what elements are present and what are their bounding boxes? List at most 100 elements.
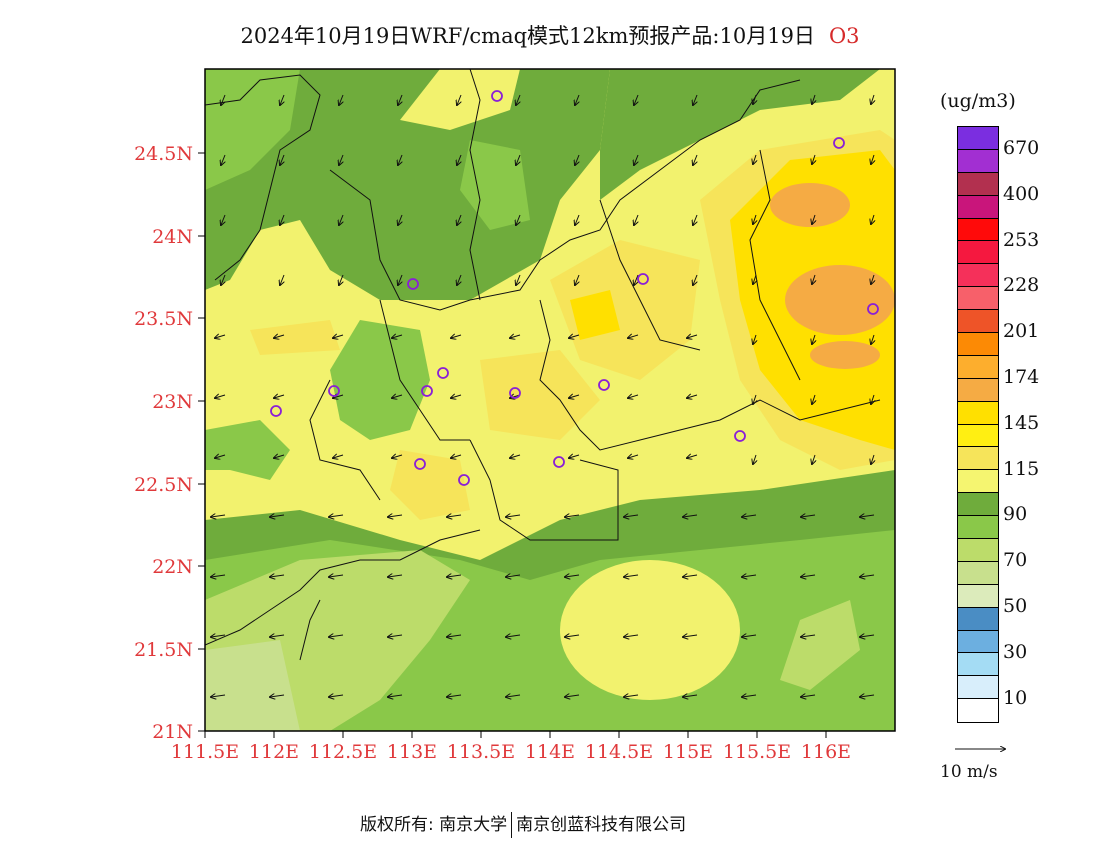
wind-arrow <box>812 274 815 284</box>
wind-arrow <box>451 395 462 398</box>
wind-arrow <box>812 214 815 224</box>
wind-arrow <box>624 515 639 517</box>
color-legend <box>957 126 999 724</box>
legend-label: 253 <box>1003 228 1040 251</box>
legend-swatch <box>958 470 998 494</box>
wind-arrow <box>333 455 344 458</box>
wind-arrow <box>451 335 462 338</box>
station-marker <box>421 385 433 397</box>
lon-label-115.5E: 115.5E <box>723 741 791 763</box>
legend-swatch <box>958 516 998 540</box>
wind-arrow <box>274 455 285 458</box>
wind-arrow <box>280 154 284 165</box>
legend-swatch <box>958 584 998 608</box>
legend-label: 174 <box>1003 365 1040 388</box>
wind-arrow <box>753 214 756 224</box>
wind-arrow <box>329 575 344 577</box>
legend-swatch <box>958 127 998 150</box>
species-label: O3 <box>828 24 860 48</box>
wind-arrow <box>628 335 639 338</box>
wind-arrow <box>506 635 521 637</box>
wind-arrow <box>801 575 816 577</box>
legend-label: 670 <box>1003 136 1040 159</box>
legend-swatch <box>958 355 998 379</box>
wind-arrow <box>634 214 638 225</box>
station-marker <box>509 387 521 399</box>
station-marker <box>437 367 449 379</box>
wind-arrow <box>447 575 462 577</box>
legend-label: 30 <box>1003 640 1028 663</box>
wind-arrow <box>506 695 521 697</box>
wind-arrow <box>333 395 344 398</box>
legend-swatch <box>958 241 998 265</box>
wind-arrow <box>339 274 343 285</box>
legend-swatch <box>958 424 998 448</box>
wind-arrow <box>753 394 756 404</box>
wind-arrow <box>398 154 402 165</box>
wind-arrow <box>516 154 520 165</box>
wind-arrow <box>628 395 639 398</box>
wind-arrow <box>871 94 874 104</box>
wind-arrow <box>687 395 698 398</box>
legend-swatch <box>958 653 998 677</box>
title-text: 2024年10月19日WRF/cmaq模式12km预报产品:10月19日 <box>240 24 815 48</box>
wind-arrow <box>339 154 343 165</box>
wind-arrow <box>628 455 639 458</box>
wind-arrow <box>634 274 638 285</box>
legend-label: 90 <box>1003 503 1028 526</box>
wind-arrow <box>211 635 226 637</box>
wind-arrow <box>221 214 225 225</box>
wind-arrow <box>270 635 285 637</box>
wind-arrow <box>457 154 461 165</box>
station-marker <box>833 137 845 149</box>
lat-label-21.5N: 21.5N <box>134 639 193 661</box>
wind-arrow <box>575 214 579 225</box>
wind-arrow <box>333 335 344 338</box>
wind-arrow <box>506 575 521 577</box>
wind-arrow <box>871 154 874 164</box>
wind-arrow <box>624 695 639 697</box>
wind-arrow <box>812 154 815 164</box>
wind-arrow <box>683 635 698 637</box>
wind-arrow <box>742 575 757 577</box>
wind-arrow <box>742 635 757 637</box>
legend-swatch <box>958 561 998 585</box>
wind-arrow <box>753 154 756 164</box>
company-text: 南京创蓝科技有限公司 <box>516 815 687 835</box>
wind-arrow <box>812 334 815 344</box>
wind-arrow <box>683 575 698 577</box>
wind-arrow <box>693 94 697 105</box>
wind-arrow <box>683 695 698 697</box>
legend-swatch <box>958 676 998 700</box>
legend-swatch <box>958 401 998 425</box>
legend-label: 50 <box>1003 594 1028 617</box>
wind-vectors <box>211 94 875 697</box>
lon-label-116E: 116E <box>801 741 851 763</box>
lon-label-113E: 113E <box>387 741 437 763</box>
wind-arrow <box>398 274 402 285</box>
wind-arrow <box>398 94 402 105</box>
legend-swatch <box>958 630 998 654</box>
wind-arrow <box>753 454 756 464</box>
wind-arrow <box>339 214 343 225</box>
legend-swatch <box>958 287 998 311</box>
wind-arrow <box>860 515 875 517</box>
wind-arrow <box>447 695 462 697</box>
wind-arrow <box>516 94 520 105</box>
longitude-axis: 111.5E 112E 112.5E 113E 113.5E 114E 114.… <box>171 731 851 763</box>
admin-boundaries <box>205 69 881 661</box>
wind-arrow <box>871 214 874 224</box>
lat-label-22N: 22N <box>152 556 193 578</box>
wind-arrow <box>388 635 403 637</box>
wind-scale-label: 10 m/s <box>940 762 998 782</box>
wind-arrow <box>871 334 874 344</box>
legend-swatch <box>958 264 998 288</box>
lon-label-112.5E: 112.5E <box>309 741 377 763</box>
wind-arrow <box>215 455 226 458</box>
legend-swatch <box>958 195 998 219</box>
wind-arrow <box>575 154 579 165</box>
wind-arrow <box>575 274 579 285</box>
wind-arrow <box>624 575 639 577</box>
wind-arrow <box>812 454 815 464</box>
wind-arrow <box>812 394 815 404</box>
